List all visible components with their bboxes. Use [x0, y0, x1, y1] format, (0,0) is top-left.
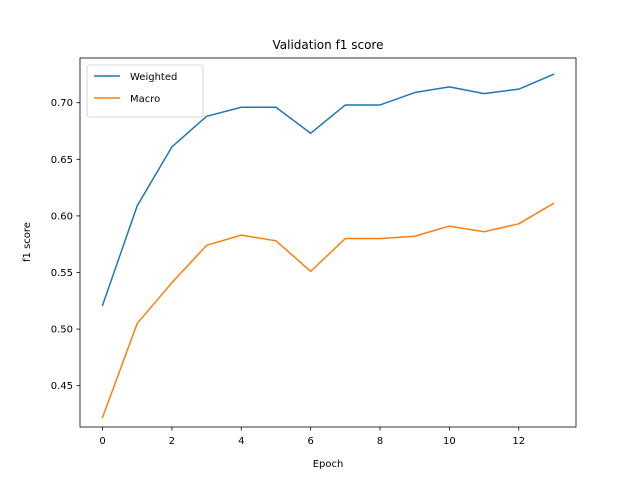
y-tick-label: 0.50 — [51, 325, 73, 336]
series-lines — [101, 73, 555, 419]
plot-area-frame — [79, 57, 577, 428]
x-tick-label: 4 — [238, 436, 244, 447]
x-tick-label: 10 — [443, 436, 456, 447]
y-axis: 0.45 0.50 0.55 0.60 0.65 0.70 — [51, 98, 80, 392]
x-tick-label: 2 — [169, 436, 175, 447]
x-tick-label: 6 — [307, 436, 313, 447]
y-tick-label: 0.45 — [51, 381, 73, 392]
y-tick-label: 0.55 — [51, 268, 73, 279]
legend-label-macro: Macro — [130, 94, 160, 105]
y-tick-label: 0.65 — [51, 155, 73, 166]
y-axis-label: f1 score — [22, 222, 33, 262]
x-axis: 0 2 4 6 8 10 12 — [99, 427, 525, 447]
legend: Weighted Macro — [86, 64, 204, 118]
series-line-macro — [101, 202, 555, 419]
x-tick-label: 0 — [99, 436, 105, 447]
x-tick-label: 12 — [512, 436, 525, 447]
y-tick-label: 0.70 — [51, 98, 73, 109]
y-tick-label: 0.60 — [51, 211, 73, 222]
x-axis-label: Epoch — [313, 459, 344, 470]
chart-title: Validation f1 score — [273, 38, 384, 52]
series-line-weighted — [101, 73, 555, 307]
x-tick-label: 8 — [377, 436, 383, 447]
legend-label-weighted: Weighted — [130, 72, 177, 83]
legend-box — [86, 64, 204, 118]
